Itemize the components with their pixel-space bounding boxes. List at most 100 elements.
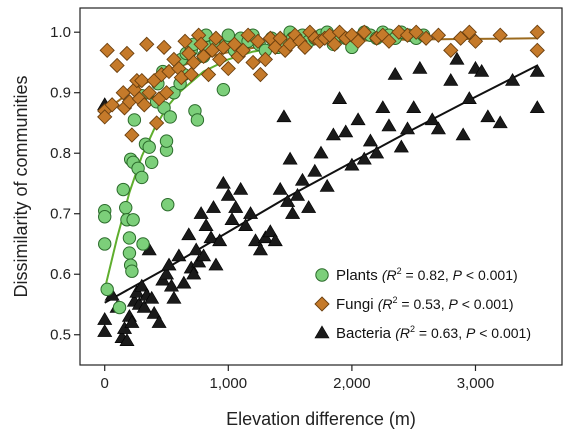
- plants-point: [136, 237, 150, 251]
- fungi-point: [443, 42, 459, 58]
- fungi-point: [240, 27, 256, 43]
- bacteria-point: [198, 218, 214, 232]
- bacteria-point: [301, 200, 317, 213]
- bacteria-point: [215, 175, 231, 189]
- bacteria-point: [181, 227, 197, 241]
- y-tick-label: 0.8: [50, 145, 71, 162]
- bacteria-point: [272, 181, 288, 195]
- bacteria-point: [163, 278, 179, 292]
- bacteria-point: [294, 172, 310, 186]
- plants-point: [135, 170, 149, 185]
- bacteria-point: [430, 121, 446, 135]
- plants-point: [142, 140, 156, 154]
- x-tick-label: 0: [101, 375, 109, 392]
- fungi-point: [245, 54, 261, 71]
- bacteria-point: [238, 218, 254, 232]
- fungi-point: [350, 33, 366, 49]
- bacteria-point: [399, 121, 416, 135]
- plants-point: [100, 282, 114, 297]
- bacteria-point: [193, 206, 209, 219]
- bacteria-point: [97, 312, 113, 325]
- bacteria-point: [97, 324, 113, 337]
- legend-stat: = 0.63,: [415, 325, 466, 341]
- bacteria-legend-marker: [314, 325, 330, 339]
- fungi-point: [99, 42, 115, 58]
- plants-point: [216, 82, 231, 97]
- bacteria-point: [134, 278, 150, 292]
- bacteria-point: [350, 112, 366, 126]
- fungi-point: [356, 24, 372, 40]
- fungi-point: [430, 27, 447, 43]
- bacteria-point: [188, 242, 204, 256]
- plants-point: [119, 200, 133, 215]
- fungi-point: [226, 36, 243, 52]
- bacteria-point: [136, 299, 152, 313]
- bacteria-point: [289, 187, 306, 201]
- bacteria-point: [233, 181, 249, 195]
- bacteria-point: [119, 333, 135, 346]
- fungi-point: [220, 60, 236, 77]
- bacteria-point: [529, 63, 545, 77]
- bacteria-point: [208, 257, 224, 271]
- x-axis-title: Elevation difference (m): [226, 409, 416, 429]
- plants-point: [159, 134, 174, 148]
- fungi-point: [408, 24, 424, 40]
- legend-series-name: Plants: [336, 267, 382, 284]
- bacteria-point: [449, 51, 465, 65]
- bacteria-point: [262, 224, 278, 238]
- plants-point: [126, 213, 140, 227]
- bacteria-point: [356, 151, 372, 165]
- fungi-point: [418, 30, 434, 46]
- bacteria-point: [252, 242, 268, 256]
- fungi-point: [109, 57, 125, 74]
- bacteria-point: [276, 109, 292, 123]
- fungi-point: [492, 27, 508, 43]
- plants-point: [163, 110, 177, 124]
- fungi-point: [136, 97, 152, 113]
- x-tick-label: 3,000: [457, 375, 495, 392]
- bacteria-point: [338, 124, 354, 138]
- legend-stat: P: [453, 267, 463, 283]
- bacteria-point: [228, 200, 244, 213]
- bacteria-point: [362, 133, 378, 147]
- data-points: [97, 24, 545, 346]
- bacteria-points: [97, 51, 545, 346]
- bacteria-point: [406, 100, 422, 114]
- plants-point: [122, 231, 137, 245]
- bacteria-point: [474, 63, 490, 77]
- fungi-point: [257, 51, 274, 68]
- legend-stat-superscript: 2: [392, 295, 397, 305]
- bacteria-point: [332, 91, 348, 104]
- fungi-point: [453, 30, 469, 46]
- fungi-point: [250, 33, 266, 49]
- bacteria-point: [443, 73, 459, 86]
- fungi-point: [141, 85, 157, 101]
- bacteria-point: [224, 212, 240, 225]
- plants-point: [122, 246, 137, 260]
- bacteria-point: [492, 115, 508, 129]
- bacteria-point: [480, 109, 496, 123]
- fungi-point: [529, 42, 545, 58]
- plants-point: [161, 197, 175, 212]
- fungi-point: [208, 30, 224, 46]
- fungi-legend-label: Fungi (R2 = 0.53, P < 0.001): [336, 295, 513, 313]
- bacteria-point: [455, 127, 471, 141]
- bacteria-point: [375, 100, 391, 114]
- fungi-points: [97, 24, 545, 143]
- bacteria-point: [212, 233, 228, 247]
- bacteria-point: [344, 157, 360, 171]
- legend-stat: = 0.53,: [398, 296, 449, 312]
- bacteria-point: [387, 66, 403, 80]
- bacteria-point: [393, 139, 409, 153]
- bacteria-point: [243, 206, 259, 219]
- bacteria-point: [151, 315, 167, 328]
- legend-stat: (R: [382, 267, 397, 283]
- bacteria-point: [196, 248, 212, 262]
- bacteria-point: [186, 266, 202, 280]
- plants-legend-marker: [315, 268, 329, 282]
- x-tick-label: 2,000: [333, 375, 371, 392]
- fungi-point: [119, 45, 135, 62]
- fungi-point: [97, 109, 113, 125]
- plants-point: [125, 264, 139, 278]
- legend-stat: (R: [395, 325, 410, 341]
